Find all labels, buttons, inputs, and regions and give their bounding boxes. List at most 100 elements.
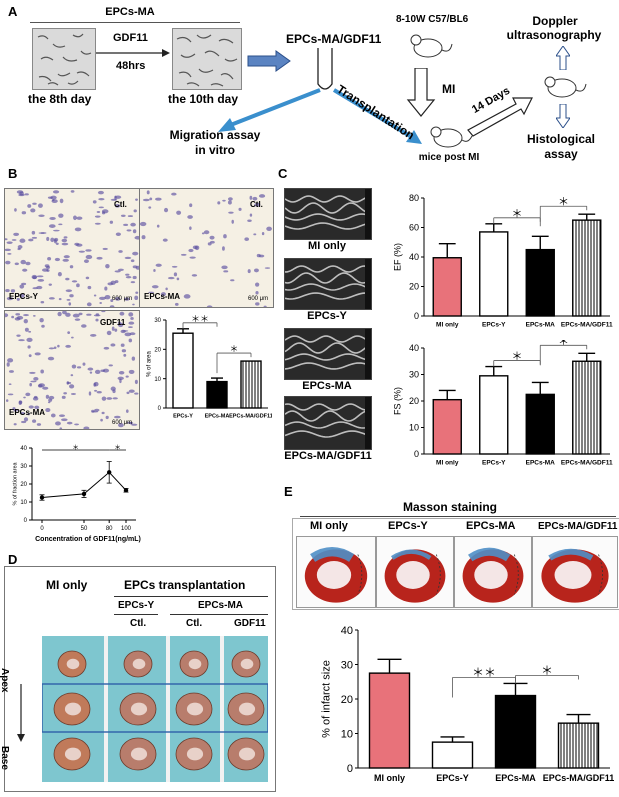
stained-cell: [165, 287, 168, 291]
y-axis-label: % of fraction area: [12, 462, 18, 506]
stained-cell: [132, 251, 139, 256]
stained-cell: [58, 213, 64, 218]
stained-cell: [76, 283, 80, 288]
stained-cell: [17, 245, 23, 249]
stained-cell: [228, 211, 234, 214]
stained-cell: [71, 393, 76, 395]
echo-trace-4: [285, 397, 371, 449]
echo-label-epcs-ma: EPCs-MA: [302, 380, 352, 392]
stained-cell: [117, 376, 124, 381]
significance-star: ＊: [229, 344, 238, 354]
stained-cell: [95, 318, 99, 322]
slice-lumen: [130, 702, 148, 716]
y-tick-label: 40: [409, 252, 419, 262]
masson-label-mi-only: MI only: [310, 520, 348, 532]
echo-band: [285, 283, 371, 291]
stained-cell: [110, 299, 114, 303]
stain-texture-1: [5, 190, 139, 307]
stained-cell: [73, 215, 77, 221]
infarct-outline: [435, 554, 441, 595]
stained-cell: [228, 197, 233, 201]
stained-cell: [85, 249, 92, 252]
lumen: [316, 561, 352, 589]
stained-cell: [247, 219, 252, 223]
stained-cell: [146, 190, 150, 195]
y-tick-label: 30: [20, 464, 27, 470]
significance-star: ＊: [114, 445, 121, 452]
stained-cell: [97, 190, 104, 195]
arrow-day8-to-day10: [96, 49, 170, 57]
stained-cell: [59, 414, 65, 418]
x-tick-label: EPCs-Y: [482, 322, 506, 329]
infarct-outline: [513, 554, 519, 595]
y-tick-label: 0: [158, 406, 162, 412]
ruler-strip: [220, 636, 224, 782]
masson-section-epcs-ma: [454, 536, 532, 608]
stained-cell: [85, 276, 90, 280]
stained-cell: [47, 401, 51, 404]
stained-cell: [105, 415, 109, 420]
stained-cell: [63, 255, 70, 259]
stained-cell: [65, 344, 72, 348]
masson-heart-4: [533, 537, 617, 607]
significance-star: ＊＊: [472, 665, 496, 679]
stained-cell: [201, 232, 205, 235]
stained-cell: [39, 318, 44, 323]
y-tick-label: 20: [409, 396, 419, 406]
fibrosis-region: [310, 547, 355, 563]
slice-lumen: [240, 658, 254, 670]
stained-cell: [252, 196, 258, 201]
masson-section-mi-only: [296, 536, 376, 608]
stained-cell: [149, 197, 153, 201]
stained-cell: [109, 305, 115, 307]
img1-label: EPCs-Y: [9, 292, 38, 301]
stained-cell: [91, 410, 99, 413]
stained-cell: [23, 417, 29, 422]
stained-cell: [191, 274, 198, 277]
cell-texture-day8: [37, 33, 92, 86]
stained-cell: [45, 408, 51, 413]
stained-cell: [173, 272, 178, 277]
stained-cell: [176, 210, 182, 215]
stained-cell: [99, 301, 102, 304]
day10-label: the 10th day: [168, 92, 239, 106]
stained-cell: [132, 229, 137, 234]
stained-cell: [81, 324, 87, 328]
stained-cell: [94, 222, 101, 225]
stained-cell: [11, 239, 17, 241]
stained-cell: [112, 397, 118, 400]
stained-cell: [94, 408, 100, 412]
stained-cell: [102, 247, 108, 250]
stained-cell: [247, 269, 251, 274]
mouse-icon-top: [410, 34, 453, 58]
masson-section-epcs-ma-gdf11: [532, 536, 618, 608]
stained-cell: [85, 254, 93, 260]
d-mi-only: MI only: [46, 578, 88, 592]
stained-cell: [19, 293, 25, 298]
y-tick-label: 30: [409, 370, 419, 380]
stained-cell: [69, 384, 75, 389]
stained-cell: [46, 236, 50, 242]
stained-cell: [189, 203, 193, 208]
stained-cell: [110, 198, 118, 201]
stained-cell: [23, 314, 29, 317]
stained-cell: [5, 238, 8, 241]
stained-cell: [14, 262, 19, 266]
stained-cell: [114, 280, 119, 284]
stained-cell: [120, 214, 126, 218]
stained-cell: [28, 330, 32, 333]
stained-cell: [74, 423, 79, 426]
stained-cell: [114, 195, 122, 199]
stained-cell: [132, 303, 135, 306]
y-tick-label: 10: [341, 728, 353, 740]
stained-cell: [32, 396, 39, 401]
stained-cell: [98, 198, 105, 201]
stained-cell: [34, 405, 40, 410]
down-arrow-histology: [556, 104, 570, 128]
d-base: Base: [0, 746, 10, 770]
stained-cell: [117, 322, 124, 328]
img2-tag: Ctl.: [250, 200, 263, 209]
stained-cell: [102, 368, 110, 373]
stained-cell: [66, 381, 72, 385]
y-tick-label: 10: [409, 423, 419, 433]
